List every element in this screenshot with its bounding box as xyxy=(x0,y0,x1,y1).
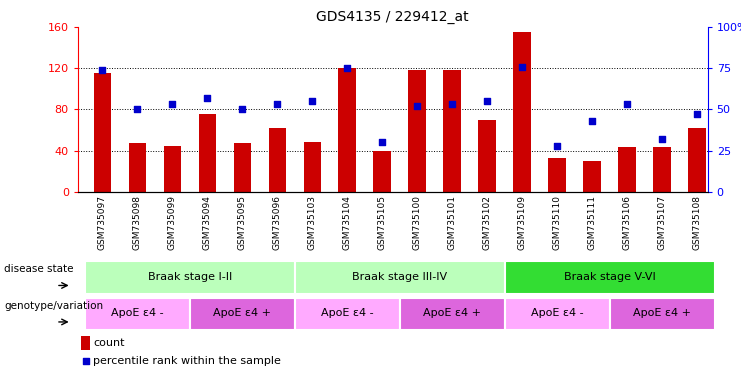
Text: GSM735096: GSM735096 xyxy=(273,195,282,250)
Bar xyxy=(128,144,146,192)
Title: GDS4135 / 229412_at: GDS4135 / 229412_at xyxy=(316,10,469,25)
Point xyxy=(271,101,283,108)
Point xyxy=(376,139,388,146)
Bar xyxy=(654,147,671,192)
Text: GSM735111: GSM735111 xyxy=(588,195,597,250)
Text: GSM735099: GSM735099 xyxy=(167,195,177,250)
Point xyxy=(80,358,92,364)
Bar xyxy=(304,142,321,192)
Bar xyxy=(82,336,90,349)
Text: GSM735110: GSM735110 xyxy=(553,195,562,250)
Bar xyxy=(373,151,391,192)
Bar xyxy=(408,70,426,192)
Bar xyxy=(190,298,295,330)
Bar xyxy=(443,70,461,192)
Bar xyxy=(164,146,181,192)
Point xyxy=(657,136,668,142)
Text: GSM735109: GSM735109 xyxy=(518,195,527,250)
Text: genotype/variation: genotype/variation xyxy=(4,301,103,311)
Text: percentile rank within the sample: percentile rank within the sample xyxy=(93,356,282,366)
Text: GSM735101: GSM735101 xyxy=(448,195,456,250)
Bar xyxy=(583,161,601,192)
Point xyxy=(202,95,213,101)
Text: GSM735094: GSM735094 xyxy=(203,195,212,250)
Point xyxy=(482,98,494,104)
Text: GSM735105: GSM735105 xyxy=(378,195,387,250)
Point xyxy=(96,67,108,73)
Point xyxy=(446,101,458,108)
Text: GSM735100: GSM735100 xyxy=(413,195,422,250)
Point xyxy=(306,98,318,104)
Text: GSM735095: GSM735095 xyxy=(238,195,247,250)
Point xyxy=(131,106,143,113)
Bar xyxy=(268,128,286,192)
Point xyxy=(342,65,353,71)
Bar xyxy=(610,298,714,330)
Point xyxy=(516,63,528,70)
Text: GSM735104: GSM735104 xyxy=(343,195,352,250)
Bar xyxy=(93,73,111,192)
Text: GSM735106: GSM735106 xyxy=(622,195,631,250)
Point xyxy=(236,106,248,113)
Bar xyxy=(295,261,505,294)
Bar xyxy=(399,298,505,330)
Text: GSM735108: GSM735108 xyxy=(693,195,702,250)
Text: ApoE ε4 -: ApoE ε4 - xyxy=(321,308,373,318)
Bar xyxy=(84,298,190,330)
Text: Braak stage I-II: Braak stage I-II xyxy=(147,272,232,282)
Point xyxy=(166,101,178,108)
Bar xyxy=(505,298,610,330)
Text: ApoE ε4 -: ApoE ε4 - xyxy=(111,308,164,318)
Text: GSM735097: GSM735097 xyxy=(98,195,107,250)
Bar xyxy=(84,261,295,294)
Text: count: count xyxy=(93,338,125,348)
Point xyxy=(411,103,423,109)
Point xyxy=(691,111,703,118)
Point xyxy=(621,101,633,108)
Bar xyxy=(514,32,531,192)
Text: GSM735102: GSM735102 xyxy=(482,195,492,250)
Text: GSM735103: GSM735103 xyxy=(308,195,316,250)
Text: ApoE ε4 +: ApoE ε4 + xyxy=(423,308,481,318)
Text: disease state: disease state xyxy=(4,265,73,275)
Bar xyxy=(199,114,216,192)
Point xyxy=(551,143,563,149)
Text: ApoE ε4 +: ApoE ε4 + xyxy=(213,308,271,318)
Bar xyxy=(619,147,636,192)
Bar xyxy=(688,128,706,192)
Bar xyxy=(339,68,356,192)
Text: Braak stage III-IV: Braak stage III-IV xyxy=(352,272,448,282)
Text: Braak stage V-VI: Braak stage V-VI xyxy=(564,272,656,282)
Bar xyxy=(505,261,714,294)
Bar xyxy=(295,298,399,330)
Bar xyxy=(479,120,496,192)
Text: GSM735107: GSM735107 xyxy=(658,195,667,250)
Text: GSM735098: GSM735098 xyxy=(133,195,142,250)
Point xyxy=(586,118,598,124)
Bar xyxy=(233,144,251,192)
Text: ApoE ε4 +: ApoE ε4 + xyxy=(633,308,691,318)
Text: ApoE ε4 -: ApoE ε4 - xyxy=(531,308,583,318)
Bar xyxy=(548,158,566,192)
